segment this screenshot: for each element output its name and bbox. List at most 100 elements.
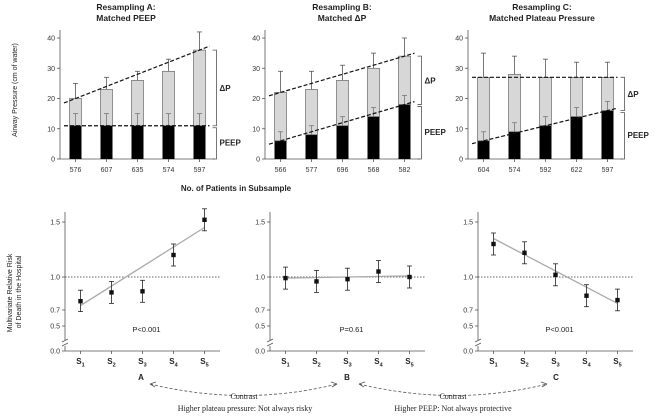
bar-peep [539,125,552,159]
bracket-delta-p [212,49,217,127]
p-value: P<0.001 [545,325,573,334]
bar-peep [131,125,144,159]
bottom-risk-panels: 0.00.50.71.01.5S1 S2 S3 S4 S5P<0.0010.00.50.… [50,208,633,369]
data-point [584,293,589,298]
label-peep: PEEP [628,131,650,140]
x-tick-label: 566 [275,167,287,174]
x-tick-label: S5 [200,357,208,369]
bracket-delta-p [417,55,422,105]
bar-peep [601,110,614,159]
x-tick-label: 604 [478,167,490,174]
x-tick-subscript: 4 [588,363,592,369]
x-tick-label: S1 [489,357,497,369]
x-tick-label: S5 [613,357,621,369]
y-tick-label: 0.0 [463,349,473,356]
data-point [491,241,496,247]
y-tick-label: 0.7 [255,308,265,315]
x-tick-subscript: 5 [411,363,414,369]
contrast-arrowhead-left-b [330,381,338,388]
y-tick-label: 0.0 [50,349,60,356]
x-tick-label: S1 [76,357,84,369]
bar-peep [274,140,287,159]
x-tick-label: 607 [101,167,113,174]
data-point [615,297,620,303]
y-axis-label-risk-line1: Multivariate Relative Risk [7,253,14,332]
y-tick-label: 1.5 [463,220,473,227]
bracket-peep [620,112,625,160]
panel-subtitle-b: Matched ΔP [318,13,367,23]
bracket-peep [212,127,217,160]
contrast-arrowhead-right-a [358,381,366,388]
x-axis-label-patients: No. of Patients in Subsample [181,184,292,193]
letter-c: C [553,373,559,382]
x-tick-label: S2 [520,357,528,369]
risk-panel-b2: 0.0 0.5 0.7 1.0 1.5 S1 S2 S3 S4 S5 P=0.61 [255,212,425,369]
bar-peep [477,140,490,159]
y-tick-label: 0.0 [255,349,265,356]
data-point [553,272,558,277]
panel-subtitle-a: Matched PEEP [96,13,156,23]
label-delta-p: ΔP [425,76,437,85]
data-point [522,250,527,255]
bar-peep [508,131,521,159]
y-tick-label: 30 [47,66,55,73]
label-delta-p: ΔP [628,90,640,99]
y-axis-label-pressure: Airway Pressure (cm of water) [12,43,19,137]
label-delta-p: ΔP [220,84,232,93]
contrast-arrowhead-left-a [149,381,157,388]
bracket-delta-p [620,76,625,111]
contrast-label-right: Contrast [439,392,467,401]
y-axis-label-risk-line2: of Death in the Hospital [16,255,23,328]
y-tick-label: 30 [252,66,260,73]
trend-line-peep [268,101,415,145]
bar-peep [367,116,380,159]
y-tick-label: 40 [47,36,55,43]
bar-panel-b: Resampling B:Matched ΔP 0 10 20 30 40 566 577 69… [252,2,446,174]
x-tick-label: S3 [551,357,559,369]
axis-break [61,338,69,347]
letter-a: A [138,373,144,382]
x-tick-label: 597 [602,167,614,174]
data-point [109,290,114,295]
trend-line [80,226,205,307]
letter-b: B [344,373,350,382]
trend-line-peep [471,107,618,145]
x-tick-label: 696 [337,167,349,174]
x-tick-label: 622 [571,167,583,174]
y-tick-label: 10 [252,126,260,133]
bar-peep [162,125,175,159]
x-tick-subscript: 5 [619,363,622,369]
data-point [202,217,207,222]
x-tick-subscript: 3 [349,363,352,369]
y-tick-label: 20 [252,96,260,103]
y-tick-label: 30 [455,66,463,73]
bar-delta-p [477,77,490,142]
bar-panel-a: Resampling A:Matched PEEP 0 10 20 30 40 576 607… [47,2,241,174]
y-tick-label: 0 [459,157,463,164]
data-point [376,269,381,274]
y-tick-label: 0 [51,157,55,164]
x-tick-subscript: 5 [206,363,209,369]
y-tick-label: 0.5 [463,324,473,331]
y-tick-label: 0 [256,157,260,164]
y-axis-label-risk: Multivariate Relative Risk of Death in t… [7,252,23,333]
x-tick-label: 577 [306,167,318,174]
axis-break [474,338,482,347]
y-tick-label: 40 [455,36,463,43]
note-peep: Higher PEEP: Not always protective [394,404,512,413]
x-tick-label: 592 [540,167,552,174]
trend-line-plateau [268,52,415,97]
x-tick-subscript: 4 [380,363,384,369]
x-tick-label: S3 [138,357,146,369]
risk-panel-c2: 0.0 0.5 0.7 1.0 1.5 S1 S2 S3 S4 S5 P<0.001 [463,212,633,369]
y-tick-label: 0.5 [255,324,265,331]
bar-peep [305,134,318,159]
x-tick-label: 574 [509,167,521,174]
x-tick-label: S2 [312,357,320,369]
y-tick-label: 0.5 [50,324,60,331]
contrast-arrowhead-right-b [540,381,548,388]
panel-title-c: Resampling C: [512,2,572,12]
x-tick-subscript: 3 [144,363,147,369]
y-tick-label: 1.0 [50,275,60,282]
